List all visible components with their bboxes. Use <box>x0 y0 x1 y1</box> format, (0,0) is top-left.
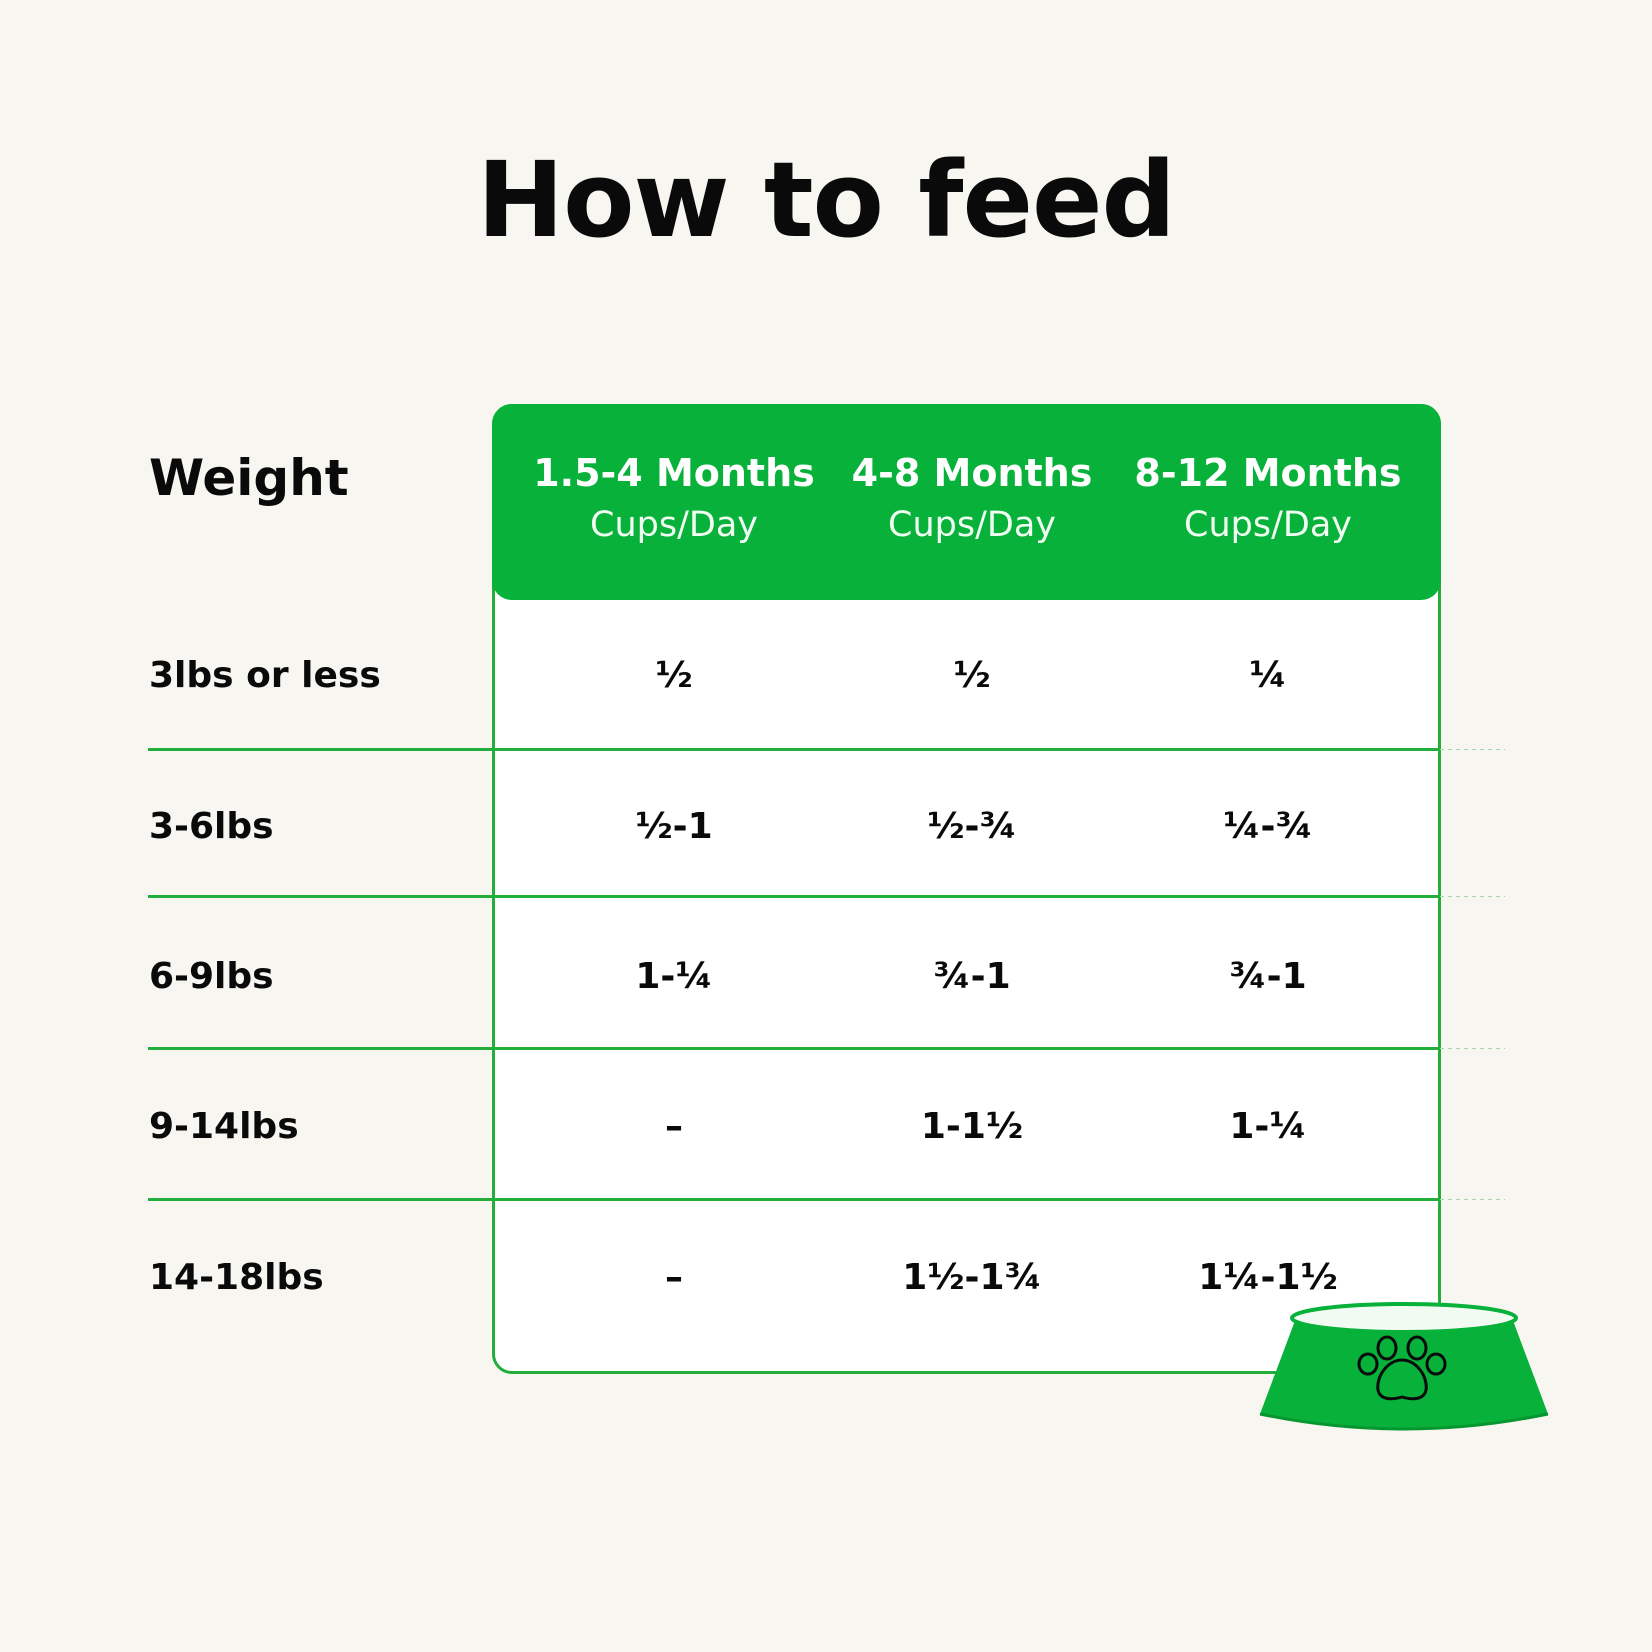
column-header-months: 4-8 Months <box>851 451 1093 495</box>
table-cell: ½ <box>953 655 991 696</box>
table-cell: ¾-1 <box>1229 956 1307 997</box>
column-header-2: 4-8 Months Cups/Day <box>822 448 1122 552</box>
column-header-unit: Cups/Day <box>590 505 758 545</box>
row-divider <box>148 1198 1440 1201</box>
row-divider-tail <box>1440 896 1505 897</box>
table-cell: – <box>665 1257 683 1298</box>
table-cell: ½ <box>655 655 693 696</box>
row-weight-label: 14-18lbs <box>149 1257 324 1298</box>
row-weight-label: 9-14lbs <box>149 1106 299 1147</box>
dog-bowl-icon <box>1259 1302 1549 1431</box>
row-divider <box>148 748 1440 751</box>
column-header-unit: Cups/Day <box>888 505 1056 545</box>
row-divider-tail <box>1440 749 1505 750</box>
table-cell: ½-1 <box>635 806 713 847</box>
row-weight-label: 3-6lbs <box>149 806 274 847</box>
table-cell: ½-¾ <box>927 806 1017 847</box>
row-divider <box>148 895 1440 898</box>
column-header-months: 8-12 Months <box>1134 451 1402 495</box>
page-title: How to feed <box>477 139 1176 261</box>
row-divider-tail <box>1440 1048 1505 1049</box>
weight-column-header: Weight <box>149 449 349 507</box>
paw-print-icon <box>1357 1335 1447 1401</box>
column-header-unit: Cups/Day <box>1184 505 1352 545</box>
row-divider <box>148 1047 1440 1050</box>
column-header-3: 8-12 Months Cups/Day <box>1118 448 1418 552</box>
table-cell: 1½-1¾ <box>902 1257 1042 1298</box>
table-cell: ¼ <box>1249 655 1287 696</box>
table-cell: 1-¼ <box>1229 1106 1307 1147</box>
column-header-1: 1.5-4 Months Cups/Day <box>524 448 824 552</box>
table-cell: 1-1½ <box>920 1106 1024 1147</box>
table-cell: 1-¼ <box>635 956 713 997</box>
table-header-band <box>492 404 1441 600</box>
table-cell: ¾-1 <box>933 956 1011 997</box>
table-cell: ¼-¾ <box>1223 806 1313 847</box>
row-weight-label: 3lbs or less <box>149 655 381 696</box>
row-divider-tail <box>1440 1199 1505 1200</box>
table-cell: – <box>665 1106 683 1147</box>
table-cell: 1¼-1½ <box>1198 1257 1338 1298</box>
column-header-months: 1.5-4 Months <box>533 451 815 495</box>
row-weight-label: 6-9lbs <box>149 956 274 997</box>
